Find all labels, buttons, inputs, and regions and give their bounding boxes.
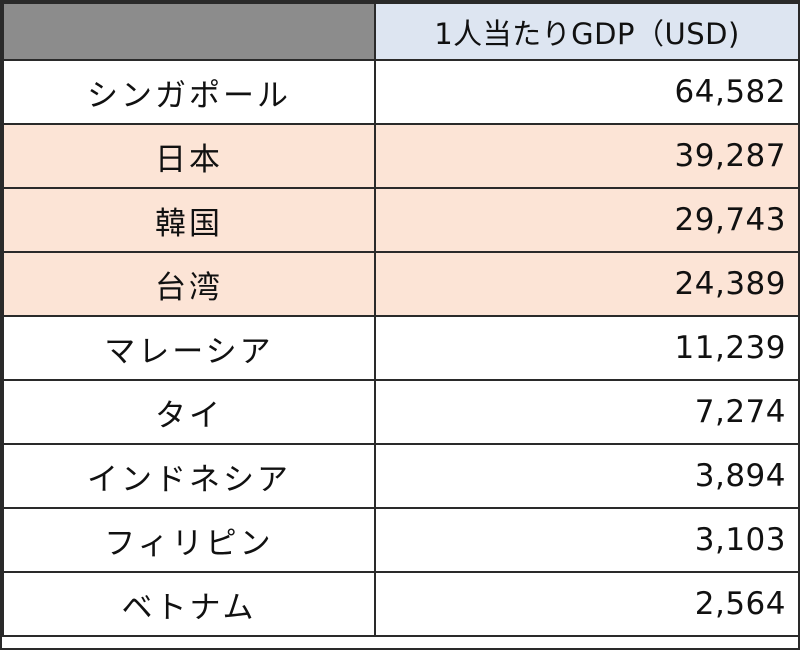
gdp-value-cell: 39,287 xyxy=(374,123,800,189)
gdp-value-cell: 3,103 xyxy=(374,507,800,573)
country-column-header xyxy=(2,2,376,61)
gdp-column-header: 1人当たりGDP（USD) xyxy=(374,2,800,61)
gdp-value-cell: 7,274 xyxy=(374,379,800,445)
gdp-value-cell: 29,743 xyxy=(374,187,800,253)
gdp-value-cell: 2,564 xyxy=(374,571,800,637)
table-row: シンガポール 64,582 xyxy=(2,59,800,125)
country-name-cell: 台湾 xyxy=(2,251,376,317)
table-row: タイ 7,274 xyxy=(2,379,800,445)
gdp-per-capita-table: 1人当たりGDP（USD) シンガポール 64,582 日本 39,287 韓国 29,7… xyxy=(2,2,800,637)
table-row: 台湾 24,389 xyxy=(2,251,800,317)
country-name-cell: ベトナム xyxy=(2,571,376,637)
gdp-value-cell: 24,389 xyxy=(374,251,800,317)
gdp-value-cell: 3,894 xyxy=(374,443,800,509)
table-row: ベトナム 2,564 xyxy=(2,571,800,637)
table-row: 日本 39,287 xyxy=(2,123,800,189)
table-row: フィリピン 3,103 xyxy=(2,507,800,573)
table-row: マレーシア 11,239 xyxy=(2,315,800,381)
country-name-cell: タイ xyxy=(2,379,376,445)
table-body: シンガポール 64,582 日本 39,287 韓国 29,743 台湾 24,389 マレーシ… xyxy=(2,59,800,637)
country-name-cell: 韓国 xyxy=(2,187,376,253)
table-header-row: 1人当たりGDP（USD) xyxy=(2,2,800,61)
country-name-cell: 日本 xyxy=(2,123,376,189)
country-name-cell: インドネシア xyxy=(2,443,376,509)
gdp-value-cell: 11,239 xyxy=(374,315,800,381)
country-name-cell: シンガポール xyxy=(2,59,376,125)
country-name-cell: マレーシア xyxy=(2,315,376,381)
table-row: インドネシア 3,894 xyxy=(2,443,800,509)
country-name-cell: フィリピン xyxy=(2,507,376,573)
table-row: 韓国 29,743 xyxy=(2,187,800,253)
gdp-value-cell: 64,582 xyxy=(374,59,800,125)
